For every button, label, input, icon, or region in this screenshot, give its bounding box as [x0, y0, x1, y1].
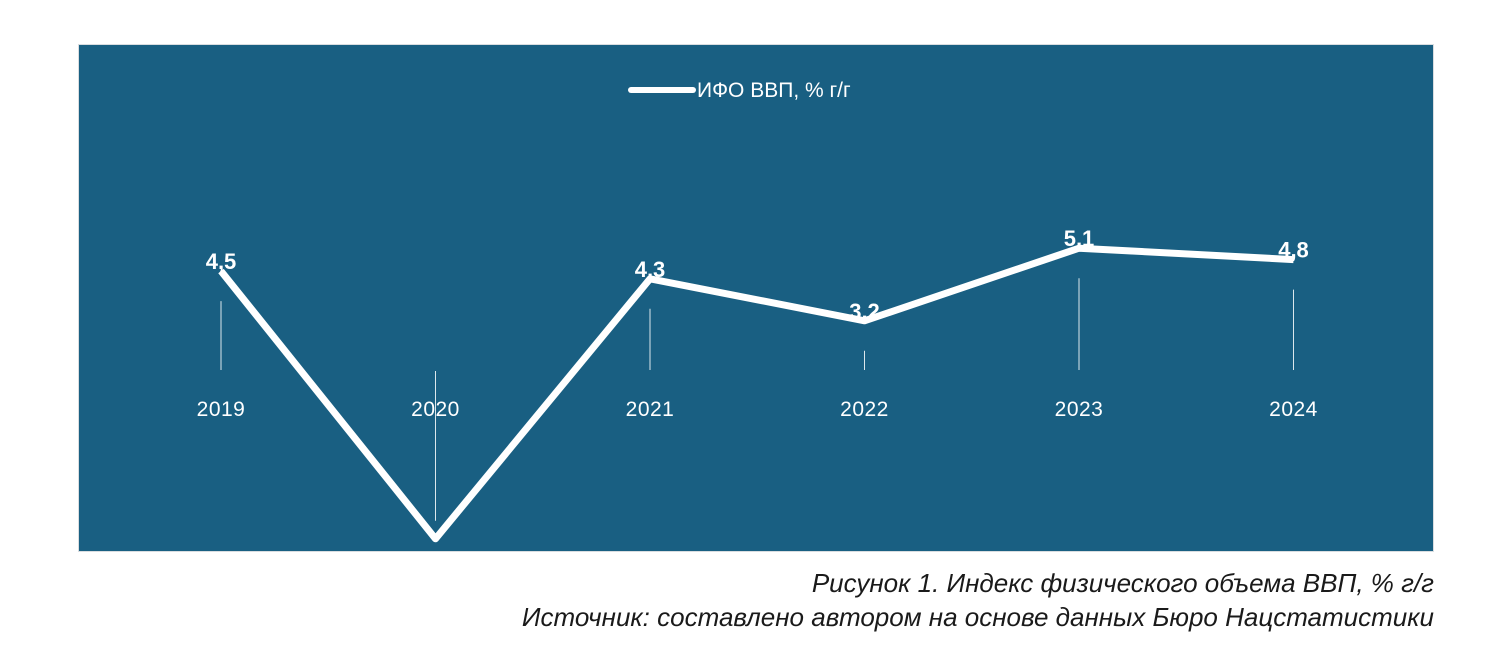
figure-caption: Рисунок 1. Индекс физического объема ВВП…	[522, 566, 1434, 634]
series-line-ifo-vvp	[218, 244, 1294, 543]
chart-legend: ИФО ВВП, % г/г	[628, 79, 851, 102]
tick-label-2020: 2020	[411, 398, 460, 421]
data-label-2021: 4,3	[635, 257, 666, 282]
figure-title: Рисунок 1. Индекс физического объема ВВП…	[811, 568, 1434, 598]
x-axis-tick-labels: 2019 2020 2021 2022 2023 2024	[197, 398, 1318, 421]
line-chart: ИФО ВВП, % г/г 2019 2020 2021 2022 2023 2024 …	[197, 79, 1318, 553]
tick-label-2021: 2021	[626, 398, 675, 421]
data-label-2023: 5,1	[1064, 226, 1095, 251]
chart-panel: ИФО ВВП, % г/г 2019 2020 2021 2022 2023 2024 …	[78, 44, 1434, 553]
data-labels: 4,5 -2,5 4,3 3,2 5,1 4,8	[206, 226, 1309, 553]
tick-label-2022: 2022	[840, 398, 889, 421]
tick-label-2024: 2024	[1269, 398, 1318, 421]
data-label-2020: -2,5	[417, 549, 455, 553]
data-label-2024: 4,8	[1278, 238, 1309, 263]
data-label-2019: 4,5	[206, 249, 237, 274]
data-label-2022: 3,2	[849, 299, 880, 324]
tick-label-2023: 2023	[1055, 398, 1104, 421]
legend-label: ИФО ВВП, % г/г	[697, 79, 851, 102]
drop-lines	[220, 278, 1294, 521]
tick-label-2019: 2019	[197, 398, 246, 421]
figure-source: Источник: составлено автором на основе д…	[521, 602, 1434, 632]
